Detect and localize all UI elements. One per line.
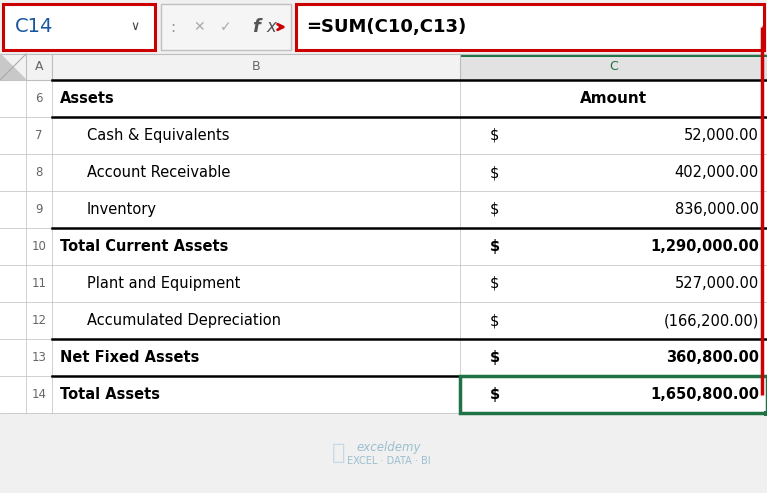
- Text: ∨: ∨: [130, 21, 140, 34]
- Bar: [0, 154, 767, 191]
- Text: 1,290,000.00: 1,290,000.00: [650, 239, 759, 254]
- Bar: [460, 54, 767, 80]
- Text: 11: 11: [31, 277, 47, 290]
- Text: 6: 6: [35, 92, 43, 105]
- Text: 14: 14: [31, 388, 47, 401]
- Text: Cash & Equivalents: Cash & Equivalents: [87, 128, 229, 143]
- Text: $: $: [490, 128, 499, 143]
- Bar: [763, 411, 767, 416]
- Text: 402,000.00: 402,000.00: [675, 165, 759, 180]
- Bar: [0, 117, 767, 154]
- Text: $: $: [490, 387, 500, 402]
- Text: Inventory: Inventory: [87, 202, 157, 217]
- Text: ⛨: ⛨: [332, 443, 345, 463]
- Text: C: C: [609, 61, 618, 73]
- Text: A: A: [35, 61, 43, 73]
- Bar: [0, 191, 767, 228]
- Text: 10: 10: [31, 240, 47, 253]
- Text: Amount: Amount: [580, 91, 647, 106]
- Polygon shape: [0, 54, 26, 80]
- Text: $: $: [490, 276, 499, 291]
- Text: 7: 7: [35, 129, 43, 142]
- Text: 836,000.00: 836,000.00: [675, 202, 759, 217]
- Bar: [0, 302, 767, 339]
- Bar: [0, 339, 767, 376]
- Text: $: $: [490, 313, 499, 328]
- Text: (166,200.00): (166,200.00): [663, 313, 759, 328]
- Bar: [0, 54, 767, 80]
- Text: $: $: [490, 202, 499, 217]
- Bar: [161, 4, 291, 50]
- Text: Net Fixed Assets: Net Fixed Assets: [60, 350, 199, 365]
- Text: $: $: [490, 239, 500, 254]
- Bar: [0, 228, 767, 265]
- Bar: [0, 80, 767, 117]
- Bar: [460, 54, 767, 57]
- Text: 527,000.00: 527,000.00: [675, 276, 759, 291]
- Text: 13: 13: [31, 351, 47, 364]
- Text: 360,800.00: 360,800.00: [666, 350, 759, 365]
- Text: 52,000.00: 52,000.00: [684, 128, 759, 143]
- Text: $: $: [490, 350, 500, 365]
- Bar: [296, 4, 764, 50]
- Text: =SUM(C10,C13): =SUM(C10,C13): [306, 18, 466, 36]
- Text: Accumulated Depreciation: Accumulated Depreciation: [87, 313, 281, 328]
- Text: Assets: Assets: [60, 91, 115, 106]
- Text: 1,650,800.00: 1,650,800.00: [650, 387, 759, 402]
- Text: Account Receivable: Account Receivable: [87, 165, 230, 180]
- Text: C14: C14: [15, 17, 54, 36]
- Text: x: x: [266, 18, 276, 36]
- Text: :: :: [170, 20, 176, 35]
- Bar: [0, 0, 767, 54]
- Text: Total Current Assets: Total Current Assets: [60, 239, 229, 254]
- Text: exceldemy: exceldemy: [356, 441, 421, 454]
- Text: $: $: [490, 165, 499, 180]
- Bar: [0, 376, 767, 413]
- Text: 8: 8: [35, 166, 43, 179]
- Text: ✕: ✕: [193, 20, 205, 34]
- Text: f: f: [252, 18, 260, 36]
- Text: EXCEL · DATA · BI: EXCEL · DATA · BI: [347, 456, 430, 466]
- Bar: [3, 4, 155, 50]
- Text: Total Assets: Total Assets: [60, 387, 160, 402]
- Bar: [0, 265, 767, 302]
- Text: 12: 12: [31, 314, 47, 327]
- Text: B: B: [252, 61, 260, 73]
- Text: 9: 9: [35, 203, 43, 216]
- Bar: [460, 376, 767, 413]
- Text: Plant and Equipment: Plant and Equipment: [87, 276, 240, 291]
- Text: ✓: ✓: [220, 20, 232, 34]
